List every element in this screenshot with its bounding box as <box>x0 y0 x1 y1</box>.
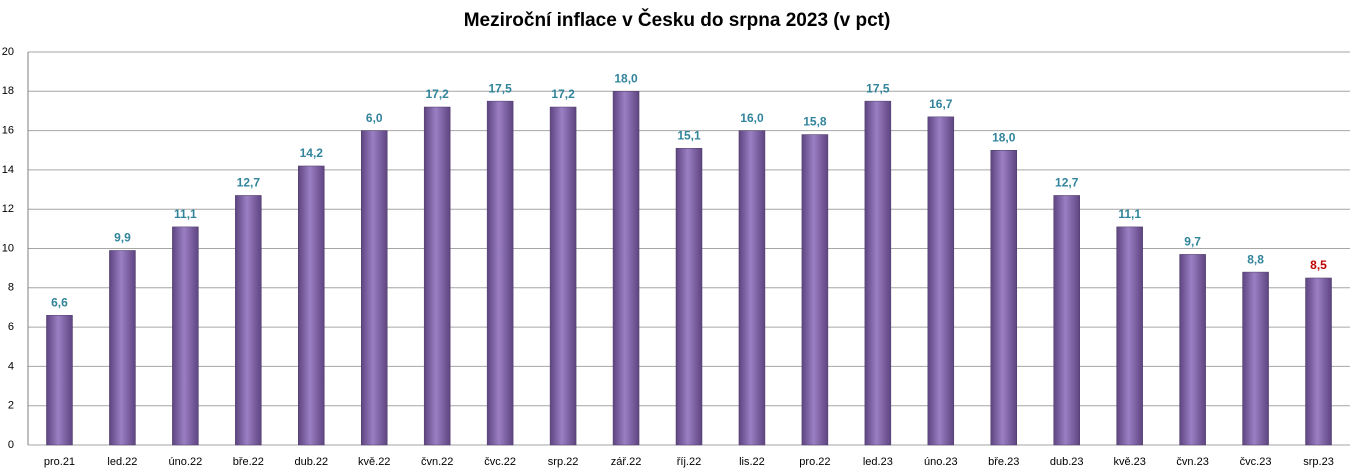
y-tick-label: 10 <box>2 242 14 254</box>
bar <box>738 130 766 446</box>
bar <box>612 91 640 446</box>
value-label: 6,6 <box>51 295 68 309</box>
value-label: 18,0 <box>992 130 1016 144</box>
bar <box>360 130 388 446</box>
bar <box>46 315 73 446</box>
y-tick-label: 18 <box>2 85 14 97</box>
x-tick-label: čvc.22 <box>484 456 516 468</box>
value-label: 9,7 <box>1184 235 1201 249</box>
x-tick-label: dub.22 <box>294 456 328 468</box>
x-tick-label: úno.23 <box>924 456 958 468</box>
bar <box>486 100 514 446</box>
y-tick-label: 8 <box>8 282 14 294</box>
x-tick-label: led.22 <box>107 456 137 468</box>
x-tick-label: čvn.23 <box>1176 456 1208 468</box>
x-tick-label: pro.21 <box>44 456 75 468</box>
value-label: 8,5 <box>1310 258 1327 272</box>
x-tick-label: říj.22 <box>677 456 701 468</box>
y-tick-label: 20 <box>2 46 14 58</box>
bar <box>423 106 451 446</box>
bar <box>990 150 1018 446</box>
y-tick-label: 4 <box>8 360 14 372</box>
value-label: 6,0 <box>366 111 383 125</box>
x-tick-label: led.23 <box>863 456 893 468</box>
bar <box>1179 254 1206 446</box>
y-tick-label: 6 <box>8 321 14 333</box>
bar <box>298 165 325 446</box>
bar <box>109 250 136 446</box>
value-label: 17,2 <box>551 87 575 101</box>
x-tick-label: srp.23 <box>1303 456 1334 468</box>
bar <box>801 134 829 446</box>
y-tick-label: 0 <box>8 439 14 451</box>
value-label: 8,8 <box>1247 252 1264 266</box>
value-label: 12,7 <box>237 176 261 190</box>
value-label: 17,5 <box>866 81 890 95</box>
x-tick-label: dub.23 <box>1050 456 1084 468</box>
x-tick-label: čvn.22 <box>421 456 453 468</box>
value-label: 15,1 <box>677 128 701 142</box>
x-tick-label: zář.22 <box>611 456 642 468</box>
value-label: 11,1 <box>174 207 197 221</box>
value-label: 14,2 <box>300 146 324 160</box>
value-label: 9,9 <box>114 231 131 245</box>
bar <box>1305 277 1332 446</box>
chart-title: Meziroční inflace v Česku do srpna 2023 … <box>464 9 891 31</box>
y-tick-label: 14 <box>2 164 14 176</box>
value-label: 17,2 <box>426 87 450 101</box>
bar <box>1242 271 1269 446</box>
value-label: 11,1 <box>1118 207 1141 221</box>
y-tick-label: 12 <box>2 203 14 215</box>
value-label: 15,8 <box>803 115 827 129</box>
bar <box>1053 195 1080 446</box>
x-tick-label: lis.22 <box>739 456 765 468</box>
bar <box>864 100 892 446</box>
bar <box>927 116 955 446</box>
x-tick-label: pro.22 <box>799 456 830 468</box>
x-tick-label: bře.23 <box>988 456 1019 468</box>
bar <box>235 195 262 446</box>
x-tick-label: srp.22 <box>548 456 579 468</box>
bar <box>1116 226 1143 446</box>
value-label: 18,0 <box>614 71 638 85</box>
y-tick-label: 2 <box>8 400 14 412</box>
value-label: 12,7 <box>1055 176 1079 190</box>
bar <box>675 148 703 446</box>
value-label: 16,7 <box>929 97 953 111</box>
y-tick-label: 16 <box>2 125 14 137</box>
value-label: 17,5 <box>488 81 512 95</box>
bar <box>172 226 199 446</box>
bar <box>549 106 577 446</box>
value-label: 16,0 <box>740 111 764 125</box>
x-tick-label: úno.22 <box>169 456 203 468</box>
x-tick-label: čvc.23 <box>1240 456 1272 468</box>
x-tick-label: bře.22 <box>233 456 264 468</box>
x-tick-label: kvě.23 <box>1113 456 1145 468</box>
x-tick-label: kvě.22 <box>358 456 390 468</box>
